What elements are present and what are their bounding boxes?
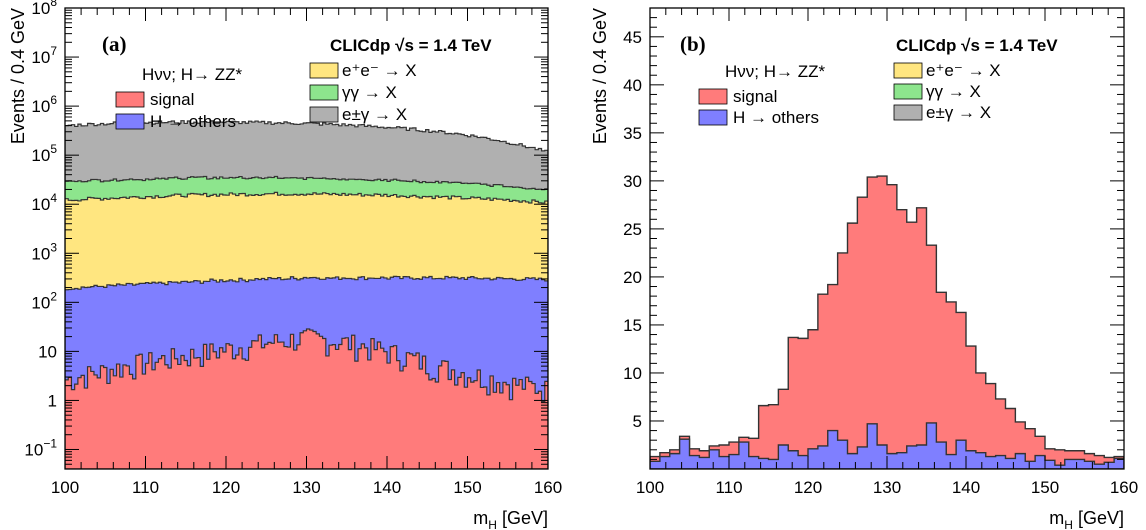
y-tick-label: 45 [623, 28, 642, 47]
y-tick-label: 103 [31, 240, 57, 263]
legend-label-signal: signal [733, 87, 777, 106]
y-tick-label: 108 [31, 0, 57, 18]
x-tick-label: 140 [373, 478, 401, 497]
panel-a: 100 110 120 130 140 150 16010−1110102103104105… [8, 0, 562, 530]
y-axis-title: Events / 0.4 GeV [590, 8, 610, 144]
y-tick-label: 104 [31, 191, 57, 214]
y-tick-label: 30 [623, 172, 642, 191]
legend-label-gg: γγ → X [926, 82, 981, 101]
y-tick-label: 10 [623, 364, 642, 383]
plot-area [650, 175, 1124, 469]
legend-swatch-eg [309, 106, 339, 123]
y-tick-label: 106 [31, 93, 57, 116]
legend-swatch-gg [893, 83, 923, 100]
series-signal-area [65, 328, 548, 469]
legend-swatch-gg [309, 84, 339, 101]
legend-label-gg: γγ → X [342, 83, 397, 102]
chart-title: CLICdp √s = 1.4 TeV [896, 36, 1058, 55]
y-tick-label: 35 [623, 124, 642, 143]
legend-swatch-ee [309, 62, 339, 79]
x-axis-title: mH [GeV] [473, 508, 548, 530]
legend-label-ee: e⁺e⁻ → X [926, 61, 1001, 80]
legend-process-label: Hνν; H→ ZZ* [725, 62, 825, 81]
legend-label-eg: e±γ → X [926, 103, 991, 122]
legend-label-eg: e±γ → X [342, 105, 407, 124]
legend-swatch-ee [893, 62, 923, 79]
legend-label-signal: signal [150, 90, 194, 109]
x-axis-title: mH [GeV] [1049, 508, 1124, 530]
x-tick-label: 110 [715, 478, 742, 497]
x-tick-label: 140 [952, 478, 980, 497]
y-tick-label: 5 [633, 412, 642, 431]
x-tick-label: 110 [132, 478, 159, 497]
x-tick-label: 120 [212, 478, 240, 497]
x-tick-label: 100 [636, 478, 664, 497]
y-tick-label: 105 [31, 142, 57, 165]
legend-process-label: Hνν; H→ ZZ* [142, 65, 242, 84]
x-tick-label: 150 [1031, 478, 1059, 497]
x-tick-label: 150 [453, 478, 481, 497]
y-tick-label: 25 [623, 220, 642, 239]
panel-label: (a) [102, 32, 127, 56]
y-tick-label: 107 [31, 44, 57, 67]
y-tick-label: 1 [48, 391, 57, 410]
legend: Hνν; H→ ZZ* signal H → others e⁺e⁻ → X γγ → … [115, 61, 417, 131]
legend-label-h_others: H → others [733, 108, 819, 127]
plot-area [65, 120, 548, 469]
legend-swatch-signal [115, 91, 145, 108]
y-axis-title: Events / 0.4 GeV [8, 8, 28, 144]
x-tick-label: 100 [51, 478, 79, 497]
legend-swatch-h_others [698, 109, 728, 126]
series-signal-area [650, 175, 1124, 469]
y-tick-label: 10 [38, 342, 57, 361]
y-tick-label: 10−1 [24, 436, 57, 459]
y-tick-label: 102 [31, 289, 57, 312]
x-tick-label: 120 [794, 478, 822, 497]
x-tick-label: 130 [292, 478, 320, 497]
x-tick-label: 160 [534, 478, 562, 497]
legend: Hνν; H→ ZZ* signal H → others e⁺e⁻ → X γγ → … [698, 61, 1001, 127]
panel-b: 100 110 120 130 140 150 160 5 10 15 20 25 30 35 40 45 mH… [590, 7, 1138, 530]
legend-swatch-eg [893, 104, 923, 121]
legend-swatch-signal [698, 88, 728, 105]
y-tick-label: 40 [623, 76, 642, 95]
x-tick-label: 130 [873, 478, 901, 497]
chart-title: CLICdp √s = 1.4 TeV [330, 36, 492, 55]
legend-swatch-h_others [115, 113, 145, 130]
x-tick-label: 160 [1110, 478, 1138, 497]
legend-label-ee: e⁺e⁻ → X [342, 61, 417, 80]
legend-label-h_others: H → others [150, 112, 236, 131]
y-tick-label: 20 [623, 268, 642, 287]
y-tick-label: 15 [623, 316, 642, 335]
panel-label: (b) [680, 32, 706, 56]
